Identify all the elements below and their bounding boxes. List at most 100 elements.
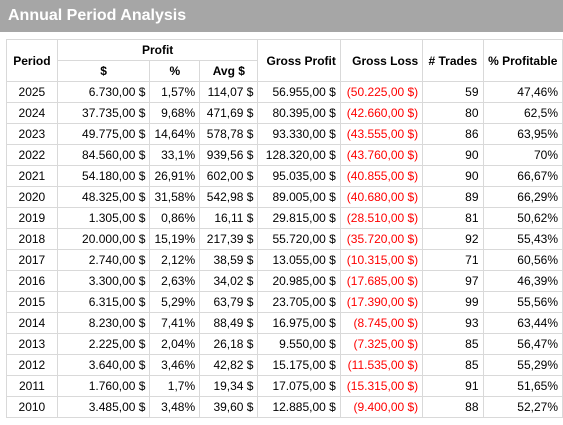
cell-profit-dollar: 6.315,00 $	[56, 291, 151, 313]
cell-profit-dollar: 2.740,00 $	[56, 249, 151, 271]
cell-gross-loss: (7.325,00 $)	[339, 333, 424, 355]
cell-period: 2025	[6, 81, 58, 103]
cell-gross-profit: 95.035,00 $	[257, 165, 341, 187]
cell-period: 2017	[6, 249, 58, 271]
cell-profit-avg: 63,79 $	[199, 291, 259, 313]
cell-profit-avg: 19,34 $	[199, 375, 259, 397]
cell-period: 2016	[6, 270, 58, 292]
cell-trades: 99	[422, 291, 484, 313]
cell-gross-loss: (43.760,00 $)	[339, 144, 424, 166]
cell-period: 2014	[6, 312, 58, 334]
cell-pct-profitable: 51,65%	[482, 375, 563, 397]
cell-profit-dollar: 3.640,00 $	[56, 354, 151, 376]
table-row: 2021 54.180,00 $26,91% 602,00 $95.035,00 $…	[6, 165, 563, 187]
cell-profit-dollar: 1.760,00 $	[56, 375, 151, 397]
cell-trades: 59	[422, 81, 484, 103]
table-row: 2023 49.775,00 $14,64% 578,78 $93.330,00 $…	[6, 123, 563, 145]
cell-gross-profit: 89.005,00 $	[257, 186, 341, 208]
table-row: 2019 1.305,00 $0,86% 16,11 $29.815,00 $ (28…	[6, 207, 563, 229]
table-row: 2012 3.640,00 $3,46% 42,82 $15.175,00 $ (11…	[6, 354, 563, 376]
cell-gross-loss: (15.315,00 $)	[339, 375, 424, 397]
table-row: 2025 6.730,00 $1,57% 114,07 $56.955,00 $ (5…	[6, 81, 563, 103]
cell-profit-avg: 38,59 $	[199, 249, 259, 271]
cell-profit-percent: 26,91%	[149, 165, 201, 187]
cell-profit-percent: 2,12%	[149, 249, 201, 271]
header-profit-percent: %	[149, 60, 201, 82]
cell-period: 2019	[6, 207, 58, 229]
cell-profit-avg: 939,56 $	[199, 144, 259, 166]
table-row: 2010 3.485,00 $3,48% 39,60 $12.885,00 $ (9.…	[6, 396, 563, 418]
cell-profit-avg: 26,18 $	[199, 333, 259, 355]
cell-period: 2023	[6, 123, 58, 145]
cell-gross-profit: 80.395,00 $	[257, 102, 341, 124]
table-row: 2015 6.315,00 $5,29% 63,79 $23.705,00 $ (17…	[6, 291, 563, 313]
annual-analysis-table: Period Profit Gross Profit Gross Loss # …	[6, 39, 563, 418]
cell-pct-profitable: 63,44%	[482, 312, 563, 334]
cell-pct-profitable: 66,29%	[482, 186, 563, 208]
table-row: 2018 20.000,00 $15,19% 217,39 $55.720,00 $…	[6, 228, 563, 250]
cell-trades: 81	[422, 207, 484, 229]
cell-gross-loss: (11.535,00 $)	[339, 354, 424, 376]
cell-profit-percent: 7,41%	[149, 312, 201, 334]
cell-gross-loss: (17.685,00 $)	[339, 270, 424, 292]
cell-gross-loss: (50.225,00 $)	[339, 81, 424, 103]
cell-period: 2012	[6, 354, 58, 376]
cell-profit-dollar: 49.775,00 $	[56, 123, 151, 145]
cell-gross-loss: (43.555,00 $)	[339, 123, 424, 145]
cell-pct-profitable: 63,95%	[482, 123, 563, 145]
header-gross-profit: Gross Profit	[257, 39, 341, 82]
cell-profit-dollar: 84.560,00 $	[56, 144, 151, 166]
cell-profit-dollar: 54.180,00 $	[56, 165, 151, 187]
cell-profit-percent: 9,68%	[149, 102, 201, 124]
cell-period: 2015	[6, 291, 58, 313]
header-profit-dollar: $	[56, 60, 151, 82]
cell-gross-profit: 9.550,00 $	[257, 333, 341, 355]
cell-trades: 93	[422, 312, 484, 334]
cell-gross-profit: 23.705,00 $	[257, 291, 341, 313]
cell-gross-profit: 20.985,00 $	[257, 270, 341, 292]
cell-period: 2013	[6, 333, 58, 355]
cell-trades: 85	[422, 354, 484, 376]
cell-pct-profitable: 56,47%	[482, 333, 563, 355]
cell-gross-loss: (28.510,00 $)	[339, 207, 424, 229]
title-bar: Annual Period Analysis	[0, 0, 563, 32]
cell-profit-avg: 39,60 $	[199, 396, 259, 418]
cell-gross-loss: (42.660,00 $)	[339, 102, 424, 124]
cell-pct-profitable: 66,67%	[482, 165, 563, 187]
cell-profit-avg: 34,02 $	[199, 270, 259, 292]
table-row: 2020 48.325,00 $31,58% 542,98 $89.005,00 $…	[6, 186, 563, 208]
header-trades: # Trades	[422, 39, 484, 82]
header-profit-avg: Avg $	[199, 60, 259, 82]
cell-profit-dollar: 20.000,00 $	[56, 228, 151, 250]
header-gross-loss: Gross Loss	[339, 39, 424, 82]
cell-profit-avg: 217,39 $	[199, 228, 259, 250]
cell-pct-profitable: 52,27%	[482, 396, 563, 418]
cell-profit-dollar: 3.485,00 $	[56, 396, 151, 418]
cell-profit-avg: 602,00 $	[199, 165, 259, 187]
cell-profit-avg: 16,11 $	[199, 207, 259, 229]
cell-period: 2018	[6, 228, 58, 250]
cell-trades: 80	[422, 102, 484, 124]
cell-period: 2022	[6, 144, 58, 166]
header-period: Period	[6, 39, 58, 82]
cell-profit-percent: 33,1%	[149, 144, 201, 166]
cell-profit-percent: 1,57%	[149, 81, 201, 103]
header-pct-profitable: % Profitable	[482, 39, 563, 82]
cell-gross-profit: 128.320,00 $	[257, 144, 341, 166]
cell-gross-profit: 15.175,00 $	[257, 354, 341, 376]
cell-trades: 85	[422, 333, 484, 355]
cell-gross-profit: 55.720,00 $	[257, 228, 341, 250]
cell-profit-percent: 3,46%	[149, 354, 201, 376]
cell-gross-loss: (8.745,00 $)	[339, 312, 424, 334]
cell-trades: 71	[422, 249, 484, 271]
cell-gross-profit: 13.055,00 $	[257, 249, 341, 271]
cell-period: 2010	[6, 396, 58, 418]
cell-gross-profit: 56.955,00 $	[257, 81, 341, 103]
cell-profit-dollar: 2.225,00 $	[56, 333, 151, 355]
cell-profit-dollar: 8.230,00 $	[56, 312, 151, 334]
cell-pct-profitable: 55,29%	[482, 354, 563, 376]
cell-profit-percent: 2,04%	[149, 333, 201, 355]
cell-trades: 90	[422, 144, 484, 166]
cell-profit-percent: 5,29%	[149, 291, 201, 313]
cell-period: 2020	[6, 186, 58, 208]
